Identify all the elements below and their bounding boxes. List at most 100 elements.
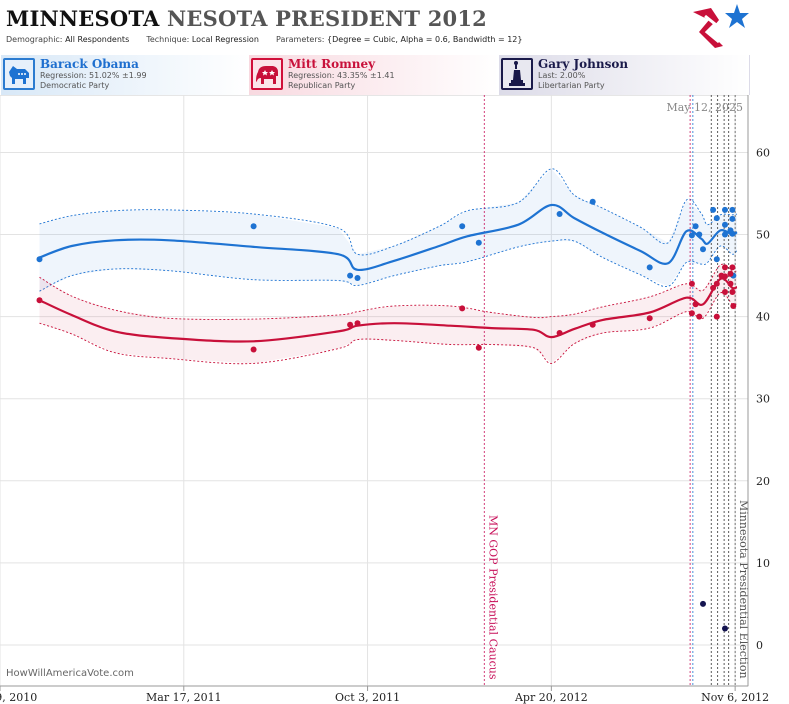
trend-lines	[39, 203, 738, 343]
barack-obama-poll-point	[692, 223, 699, 230]
barack-obama-poll-point	[347, 272, 354, 279]
barack-obama-poll-point	[556, 211, 563, 217]
y-tick-label: 0	[756, 639, 763, 652]
barack-obama-poll-point	[646, 264, 653, 271]
mitt-romney-poll-point	[646, 315, 653, 322]
y-tick-label: 50	[756, 229, 770, 242]
mitt-romney-poll-point	[250, 346, 257, 353]
barack-obama-poll-point	[459, 223, 466, 230]
elephant-icon	[251, 58, 283, 90]
barack-obama-poll-point	[710, 206, 717, 213]
mitt-romney-poll-point	[710, 284, 717, 291]
legend-item-obama[interactable]: Barack Obama Regression: 51.02% ±1.99 De…	[0, 55, 250, 95]
barack-obama-poll-point	[354, 275, 361, 281]
mitt-romney-poll-point	[688, 310, 695, 317]
barack-obama-poll-point	[713, 215, 720, 222]
mitt-romney-poll-point	[713, 280, 720, 287]
mitt-romney-poll-point	[729, 289, 736, 295]
chart-date-label: May 12, 2025	[666, 101, 743, 114]
demographic-value: All Respondents	[65, 35, 130, 44]
gary-johnson-poll-point	[722, 625, 728, 632]
mitt-romney-poll-point	[459, 305, 466, 312]
legend-party-romney: Republican Party	[288, 81, 356, 90]
mitt-romney-band	[39, 264, 737, 364]
title-race: NESOTA PRESIDENT 2012	[167, 6, 487, 31]
mitt-romney-poll-point	[729, 264, 736, 271]
technique-label: Technique:	[146, 35, 190, 44]
mitt-romney-poll-point	[688, 280, 695, 287]
statue-of-liberty-icon	[501, 58, 533, 90]
legend-item-romney[interactable]: Mitt Romney Regression: 43.35% ±1.41 Rep…	[248, 55, 500, 95]
parameters-value: {Degree = Cubic, Alpha = 0.6, Bandwidth …	[327, 35, 523, 44]
barack-obama-band	[39, 168, 737, 292]
candidate-legend: Barack Obama Regression: 51.02% ±1.99 De…	[0, 55, 789, 95]
legend-name-romney: Mitt Romney	[288, 57, 376, 71]
mitt-romney-poll-point	[722, 289, 728, 295]
x-tick-label: Nov 6, 2012	[701, 691, 769, 704]
mitt-romney-poll-point	[556, 330, 563, 336]
x-tick-label: Mar 17, 2011	[146, 691, 222, 704]
mitt-romney-poll-point	[722, 273, 728, 280]
site-credit: HowWillAmericaVote.com	[6, 668, 134, 679]
mitt-romney-poll-point	[696, 313, 703, 320]
barack-obama-poll-point	[713, 256, 720, 263]
mitt-romney-poll-point	[354, 320, 361, 327]
demographic-label: Demographic:	[6, 35, 63, 44]
y-tick-label: 10	[756, 557, 770, 570]
donkey-icon	[3, 58, 35, 90]
y-tick-label: 30	[756, 393, 770, 406]
mitt-romney-poll-point	[475, 344, 482, 351]
barack-obama-poll-point	[729, 215, 736, 222]
poll-points	[36, 198, 737, 632]
barack-obama-poll-point	[250, 223, 257, 230]
y-tick-label: 40	[756, 311, 770, 324]
mitt-romney-poll-point	[713, 313, 720, 320]
technique-value: Local Regression	[191, 35, 259, 44]
mitt-romney-poll-point	[722, 264, 728, 271]
legend-item-johnson[interactable]: Gary Johnson Last: 2.00% Libertarian Par…	[498, 55, 750, 95]
mitt-romney-trend-line	[39, 277, 738, 343]
barack-obama-poll-point	[729, 206, 736, 213]
legend-party-obama: Democratic Party	[40, 81, 110, 90]
barack-obama-poll-point	[475, 239, 482, 246]
event-label: MN GOP Presidential Caucus	[486, 515, 499, 680]
y-tick-label: 60	[756, 146, 770, 159]
y-tick-label: 20	[756, 475, 770, 488]
site-logo-icon	[693, 4, 749, 48]
legend-stat-obama: Regression: 51.02% ±1.99	[40, 71, 147, 80]
barack-obama-poll-point	[36, 256, 43, 263]
barack-obama-upper-bound	[39, 168, 738, 256]
gary-johnson-poll-point	[700, 600, 706, 607]
barack-obama-poll-point	[722, 221, 728, 228]
polling-chart: MN GOP Presidential Caucus Minnesota Pres…	[0, 95, 770, 704]
mitt-romney-poll-point	[36, 297, 43, 304]
mitt-romney-poll-point	[727, 280, 734, 287]
barack-obama-poll-point	[696, 231, 703, 238]
legend-stat-romney: Regression: 43.35% ±1.41	[288, 71, 395, 80]
barack-obama-trend-line	[39, 203, 738, 271]
mitt-romney-poll-point	[730, 303, 737, 309]
x-tick-label: Apr 20, 2012	[514, 691, 588, 704]
mitt-romney-poll-point	[692, 301, 699, 308]
event-lines: MN GOP Presidential Caucus Minnesota Pres…	[483, 95, 750, 686]
legend-stat-johnson: Last: 2.00%	[538, 71, 586, 80]
barack-obama-poll-point	[729, 230, 736, 237]
mitt-romney-upper-bound	[39, 263, 738, 320]
legend-party-johnson: Libertarian Party	[538, 81, 605, 90]
barack-obama-poll-point	[700, 246, 706, 253]
page-title: MINNESOTA NESOTA PRESIDENT 2012	[6, 6, 487, 31]
chart-parameters: Demographic: All Respondents Technique: …	[6, 35, 522, 44]
barack-obama-poll-point	[722, 231, 728, 238]
chart-header: MINNESOTA NESOTA PRESIDENT 2012 Demograp…	[0, 0, 789, 55]
event-label: Minnesota Presidential Election	[737, 500, 750, 679]
legend-name-johnson: Gary Johnson	[538, 57, 629, 71]
barack-obama-poll-point	[589, 198, 596, 205]
barack-obama-poll-point	[722, 206, 728, 213]
title-state: MINNESOTA	[6, 6, 160, 31]
mitt-romney-poll-point	[727, 270, 734, 277]
x-tick-label: Aug 29, 2010	[0, 691, 37, 704]
x-tick-label: Oct 3, 2011	[335, 691, 400, 704]
chart-axes: Aug 29, 2010 Mar 17, 2011 Oct 3, 2011 Apr 2…	[0, 95, 770, 704]
parameters-label: Parameters:	[276, 35, 325, 44]
mitt-romney-poll-point	[589, 321, 596, 328]
